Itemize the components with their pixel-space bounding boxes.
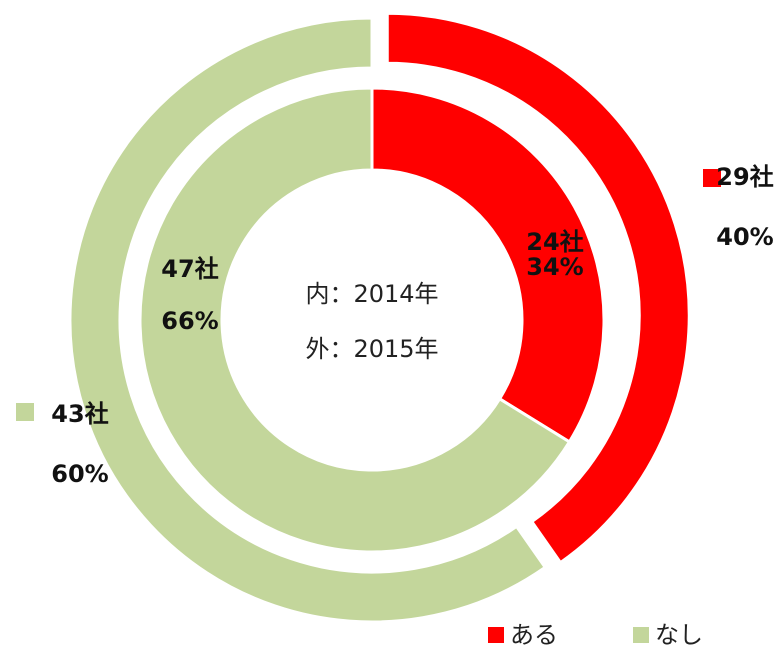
percent-label: 40% bbox=[716, 223, 773, 251]
donut-segment bbox=[370, 86, 606, 444]
value-label: 29社 bbox=[716, 163, 773, 191]
donut-segment bbox=[138, 86, 572, 554]
legend-swatch bbox=[633, 627, 649, 643]
value-label: 43社 bbox=[51, 400, 108, 428]
outer-ring-name: 外：2015年 bbox=[305, 335, 438, 363]
percent-label: 66% bbox=[161, 307, 218, 335]
legend-label: なし bbox=[655, 621, 703, 649]
value-label: 24社 bbox=[526, 228, 583, 256]
legend-swatch bbox=[488, 627, 504, 643]
inner-ring-name: 内：2014年 bbox=[305, 280, 438, 308]
donut-segment bbox=[385, 11, 691, 565]
donut-segment bbox=[68, 16, 548, 624]
value-label: 47社 bbox=[161, 255, 218, 283]
percent-label: 34% bbox=[526, 253, 583, 281]
label-marker bbox=[16, 403, 34, 421]
percent-label: 60% bbox=[51, 460, 108, 488]
legend-label: ある bbox=[510, 621, 558, 649]
label-marker bbox=[703, 169, 721, 187]
